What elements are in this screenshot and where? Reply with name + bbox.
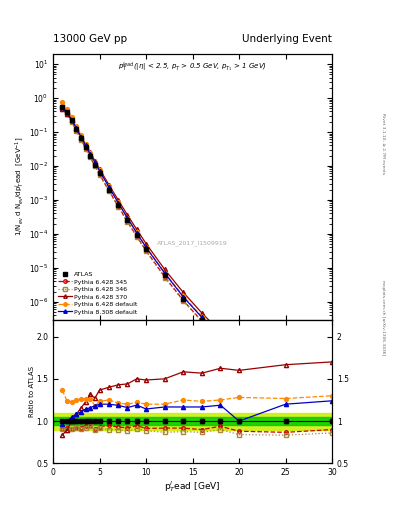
Y-axis label: 1/N$_{ev}$ d N$_{ev}$/dp$_{T}^{l}$ead  [GeV$^{-1}$]: 1/N$_{ev}$ d N$_{ev}$/dp$_{T}^{l}$ead [G… — [14, 137, 28, 237]
X-axis label: p$_{T}^{l}$ead [GeV]: p$_{T}^{l}$ead [GeV] — [164, 479, 221, 494]
Text: p$_{T}^{lead}$(|$\eta$| < 2.5, p$_{T}$ > 0.5 GeV, p$_{T_1}$ > 1 GeV): p$_{T}^{lead}$(|$\eta$| < 2.5, p$_{T}$ >… — [118, 60, 267, 74]
Text: Underlying Event: Underlying Event — [242, 33, 332, 44]
Y-axis label: Ratio to ATLAS: Ratio to ATLAS — [29, 366, 35, 417]
Legend: ATLAS, Pythia 6.428 345, Pythia 6.428 346, Pythia 6.428 370, Pythia 6.428 defaul: ATLAS, Pythia 6.428 345, Pythia 6.428 34… — [55, 269, 140, 317]
Text: Rivet 3.1.10, ≥ 2.7M events: Rivet 3.1.10, ≥ 2.7M events — [381, 113, 385, 174]
Text: 13000 GeV pp: 13000 GeV pp — [53, 33, 127, 44]
Text: mcplots.cern.ch [arXiv:1306.3436]: mcplots.cern.ch [arXiv:1306.3436] — [381, 280, 385, 355]
Text: ATLAS_2017_I1509919: ATLAS_2017_I1509919 — [157, 240, 228, 246]
Bar — [53, 417, 332, 425]
Bar — [53, 413, 332, 430]
